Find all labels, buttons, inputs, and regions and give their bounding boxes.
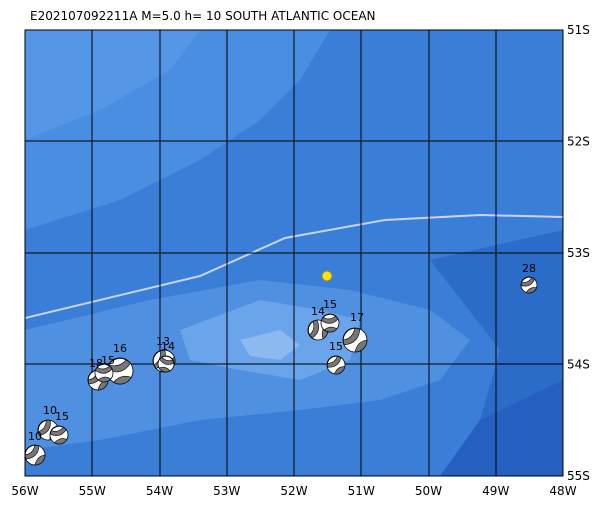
longitude-labels: 56W 55W 54W 53W 52W 51W 50W 49W 48W [11,484,576,498]
title: E202107092211A M=5.0 h= 10 SOUTH ATLANTI… [30,9,376,23]
beachball [157,355,175,373]
event-label: 28 [522,262,536,275]
beachball [94,363,114,383]
lat-label: 51S [567,23,590,37]
ball-compression [158,355,175,373]
ball-compression [95,363,113,383]
lon-label: 51W [348,484,375,498]
lon-label: 56W [11,484,38,498]
beachball [342,327,368,353]
lat-label: 52S [567,135,590,149]
lon-label: 50W [415,484,442,498]
event-label: 15 [329,340,343,353]
ball-compression [326,355,346,375]
event-label: 14 [311,305,325,318]
event-label: 15 [323,298,337,311]
event-label: 10 [43,404,57,417]
ball-compression [520,276,537,294]
ball-compression [49,425,68,445]
event-label: 15 [55,410,69,423]
epicenter [321,270,333,282]
event-label: 16 [113,342,127,355]
lat-label: 54S [567,358,590,372]
ball-compression [106,357,132,385]
beachball [320,313,340,333]
ball-compression [321,313,339,333]
lon-label: 55W [79,484,106,498]
event-label: 13 [156,335,170,348]
lon-label: 49W [482,484,509,498]
ball-compression [342,327,368,353]
lon-label: 53W [213,484,240,498]
event-label: 15 [101,354,115,367]
lon-label: 48W [549,484,576,498]
lon-label: 52W [280,484,307,498]
lat-label: 55S [567,469,590,483]
beachball [106,357,134,385]
ball-compression [24,444,46,466]
lat-label: 53S [567,246,590,260]
lon-label: 54W [146,484,173,498]
latitude-labels: 51S 52S 53S 54S 55S [567,23,590,483]
beachball [326,355,346,375]
beachball [520,276,538,294]
event-label: 14 [161,340,175,353]
beachball [49,425,69,445]
beachball [24,444,46,466]
event-label: 10 [28,430,42,443]
event-label: 17 [350,311,364,324]
